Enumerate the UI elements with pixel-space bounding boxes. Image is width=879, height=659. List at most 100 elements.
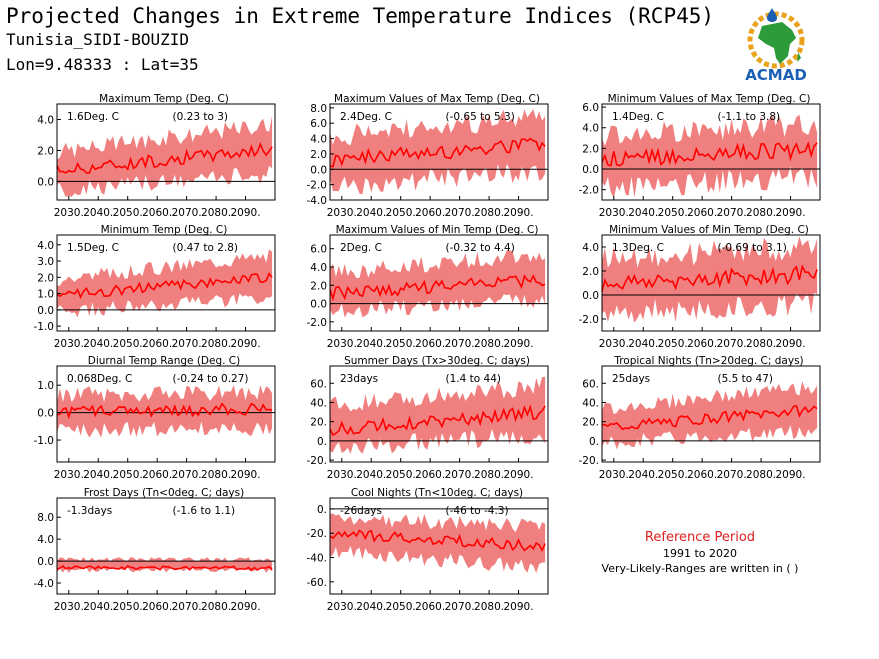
x-tick-label: 2090. (504, 207, 534, 219)
likely-range-label: (-0.24 to 0.27) (173, 373, 249, 385)
plot-frame (56, 497, 276, 595)
y-tick-label: -2.0 (307, 180, 328, 192)
y-tick-label: 0.0 (37, 556, 54, 568)
x-tick-label: 2090. (231, 207, 261, 219)
median-line (601, 140, 818, 167)
x-tick-label: 2080. (746, 469, 776, 481)
y-tick-label: -4.0 (307, 195, 328, 207)
africa-map-logo-icon (747, 8, 805, 69)
panel-txmean: 4.0 2.0 0.0 2030. 2040. 2050. 2060. 2070. 2080. 2… (37, 93, 276, 219)
x-tick-label: 2090. (231, 338, 261, 350)
plot-frame (601, 365, 821, 463)
x-tick-label: 2050. (386, 207, 416, 219)
x-tick-label: 2070. (172, 601, 202, 613)
y-tick-label: 0.0 (310, 299, 327, 311)
y-tick-label: 0.0 (582, 290, 599, 302)
panel-tn10: 0.-20.-40.-60.2030. 2040. 2050. 2060. 2070. 2… (307, 487, 549, 613)
y-tick-label: 60. (582, 378, 599, 390)
page-title: Projected Changes in Extreme Temperature… (6, 4, 715, 28)
x-tick-label: 2030. (327, 469, 357, 481)
x-tick-label: 2030. (599, 469, 629, 481)
change-value-label: 23days (340, 373, 378, 385)
y-tick-label: 4.0 (37, 534, 54, 546)
y-tick-label: 4.0 (37, 240, 54, 252)
x-tick-label: 2080. (746, 207, 776, 219)
x-tick-label: 2030. (599, 338, 629, 350)
y-tick-label: 1.0 (37, 380, 54, 392)
x-tick-label: 2050. (386, 338, 416, 350)
median-line (56, 564, 273, 572)
x-tick-label: 2050. (658, 338, 688, 350)
x-tick-label: 2070. (445, 207, 475, 219)
x-tick-label: 2050. (386, 469, 416, 481)
range-band (602, 380, 818, 450)
x-tick-label: 2050. (658, 469, 688, 481)
likely-range-label: (-0.32 to 4.4) (446, 242, 515, 254)
change-value-label: 1.5Deg. C (67, 242, 119, 254)
plot-frame (601, 234, 821, 332)
x-tick-label: 2070. (445, 601, 475, 613)
y-tick-label: -2.0 (579, 185, 600, 197)
y-tick-label: 8.0 (37, 512, 54, 524)
x-tick-label: 2060. (687, 469, 717, 481)
likely-range-label: (0.23 to 3) (173, 111, 228, 123)
x-tick-label: 2040. (628, 338, 658, 350)
x-tick-label: 2060. (415, 338, 445, 350)
x-tick-label: 2060. (415, 207, 445, 219)
x-tick-label: 2040. (83, 601, 113, 613)
range-band (330, 513, 546, 574)
likely-range-label: (-46 to -4.3) (446, 505, 509, 517)
x-tick-label: 2070. (172, 338, 202, 350)
y-tick-label: 0.0 (582, 164, 599, 176)
x-tick-label: 2090. (504, 601, 534, 613)
median-line (56, 141, 273, 174)
change-value-label: 2.4Deg. C (340, 111, 392, 123)
median-line (56, 402, 273, 420)
plot-frame (329, 497, 549, 595)
y-tick-label: 4.0 (582, 242, 599, 254)
acmad-logo: ACMAD (745, 8, 807, 84)
y-tick-label: 2.0 (310, 280, 327, 292)
median-line (329, 529, 546, 552)
x-tick-label: 2080. (201, 601, 231, 613)
change-value-label: 0.068Deg. C (67, 373, 132, 385)
y-tick-label: 2.0 (582, 266, 599, 278)
reference-period-years: 1991 to 2020 (662, 547, 738, 560)
y-tick-label: -20. (307, 528, 328, 540)
x-tick-label: 2040. (356, 469, 386, 481)
x-tick-label: 2050. (113, 207, 143, 219)
x-tick-label: 2030. (54, 338, 84, 350)
panel-title: Tropical Nights (Tn>20deg. C; days) (613, 355, 803, 367)
x-tick-label: 2060. (142, 207, 172, 219)
x-tick-label: 2080. (201, 207, 231, 219)
x-tick-label: 2060. (142, 469, 172, 481)
range-band (57, 557, 273, 573)
y-tick-label: 8.0 (310, 103, 327, 115)
panel-dtr: 1.0 0.0 -1.0 2030. 2040. 2050. 2060. 2070. 2080.… (34, 355, 276, 481)
x-tick-label: 2030. (327, 207, 357, 219)
y-tick-label: 20. (582, 417, 599, 429)
panel-txn: 6.0 4.0 2.0 0.0 -2.0 2030. 2040. 2050. 2060. 2070… (579, 93, 821, 219)
y-tick-label: 4.0 (310, 262, 327, 274)
x-tick-label: 2040. (628, 207, 658, 219)
x-tick-label: 2060. (687, 338, 717, 350)
y-tick-label: 40. (310, 397, 327, 409)
x-tick-label: 2070. (445, 469, 475, 481)
logo-text: ACMAD (745, 66, 807, 84)
panel-tr: 60. 40. 20. 0. -20. 2030. 2040. 2050. 2060. 2070.… (579, 355, 821, 481)
x-tick-label: 2030. (54, 207, 84, 219)
coordinates-label: Lon=9.48333 : Lat=35 (6, 55, 199, 74)
x-tick-label: 2050. (658, 207, 688, 219)
change-value-label: 1.4Deg. C (612, 111, 664, 123)
median-line (329, 274, 546, 302)
y-tick-label: -4.0 (34, 578, 55, 590)
y-tick-label: 2.0 (37, 145, 54, 157)
range-band (602, 236, 818, 323)
median-line (601, 404, 818, 431)
x-tick-label: 2070. (172, 469, 202, 481)
panel-tnx: 6.0 4.0 2.0 0.0 -2.0 2030. 2040. 2050. 2060. 2070… (307, 224, 549, 350)
